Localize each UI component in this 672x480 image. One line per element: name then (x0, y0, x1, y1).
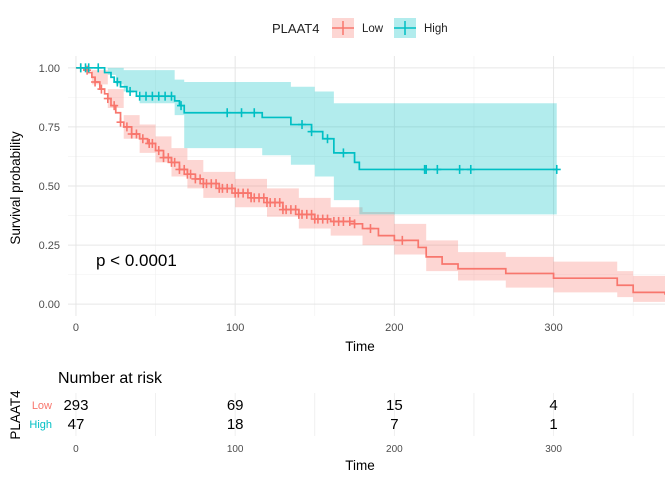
risk-table-cells: Low 293 69 15 4 High 47 18 7 1 0 100 200 300 (29, 397, 562, 455)
y-tick-label: 0.75 (39, 122, 60, 134)
risk-x-tick-label: 200 (386, 444, 403, 455)
risk-table-y-axis-title: PLAAT4 (8, 390, 23, 440)
risk-table-x-axis-title: Time (345, 458, 375, 473)
risk-x-tick-label: 100 (227, 444, 244, 455)
legend: PLAAT4 Low High (272, 18, 448, 38)
y-tick-label: 0.00 (39, 299, 60, 311)
risk-count-low: 15 (386, 397, 403, 414)
legend-label-low: Low (362, 23, 384, 35)
main-y-axis-title: Survival probability (8, 131, 23, 245)
risk-count-high: 47 (68, 416, 85, 433)
legend-label-high: High (424, 23, 448, 35)
x-tick-label: 300 (544, 322, 562, 334)
risk-count-low: 4 (549, 397, 557, 414)
p-value-annotation: p < 0.0001 (96, 251, 177, 270)
risk-x-tick-label: 0 (73, 444, 79, 455)
main-axis-ticks: 0 100 200 300 0.00 0.25 0.50 0.75 1.00 (39, 63, 563, 334)
main-grid (68, 56, 665, 316)
risk-x-tick-label: 300 (545, 444, 562, 455)
risk-count-high: 18 (227, 416, 244, 433)
legend-key-low (332, 18, 354, 38)
risk-table-grid (75, 393, 634, 436)
legend-title: PLAAT4 (272, 21, 319, 36)
risk-row-label-high: High (29, 419, 52, 431)
risk-count-high: 1 (549, 416, 557, 433)
y-tick-label: 0.25 (39, 240, 60, 252)
risk-count-low: 293 (63, 397, 88, 414)
risk-count-high: 7 (390, 416, 398, 433)
x-tick-label: 100 (226, 322, 244, 334)
risk-table-title: Number at risk (58, 370, 163, 387)
risk-count-low: 69 (227, 397, 244, 414)
legend-key-high (394, 18, 416, 38)
y-tick-label: 1.00 (39, 63, 60, 75)
ci-band-high (75, 67, 557, 215)
x-tick-label: 0 (73, 322, 79, 334)
risk-row-label-low: Low (32, 400, 52, 412)
x-tick-label: 200 (385, 322, 403, 334)
censor-marks (76, 63, 561, 245)
y-tick-label: 0.50 (39, 181, 60, 193)
main-x-axis-title: Time (345, 339, 375, 354)
